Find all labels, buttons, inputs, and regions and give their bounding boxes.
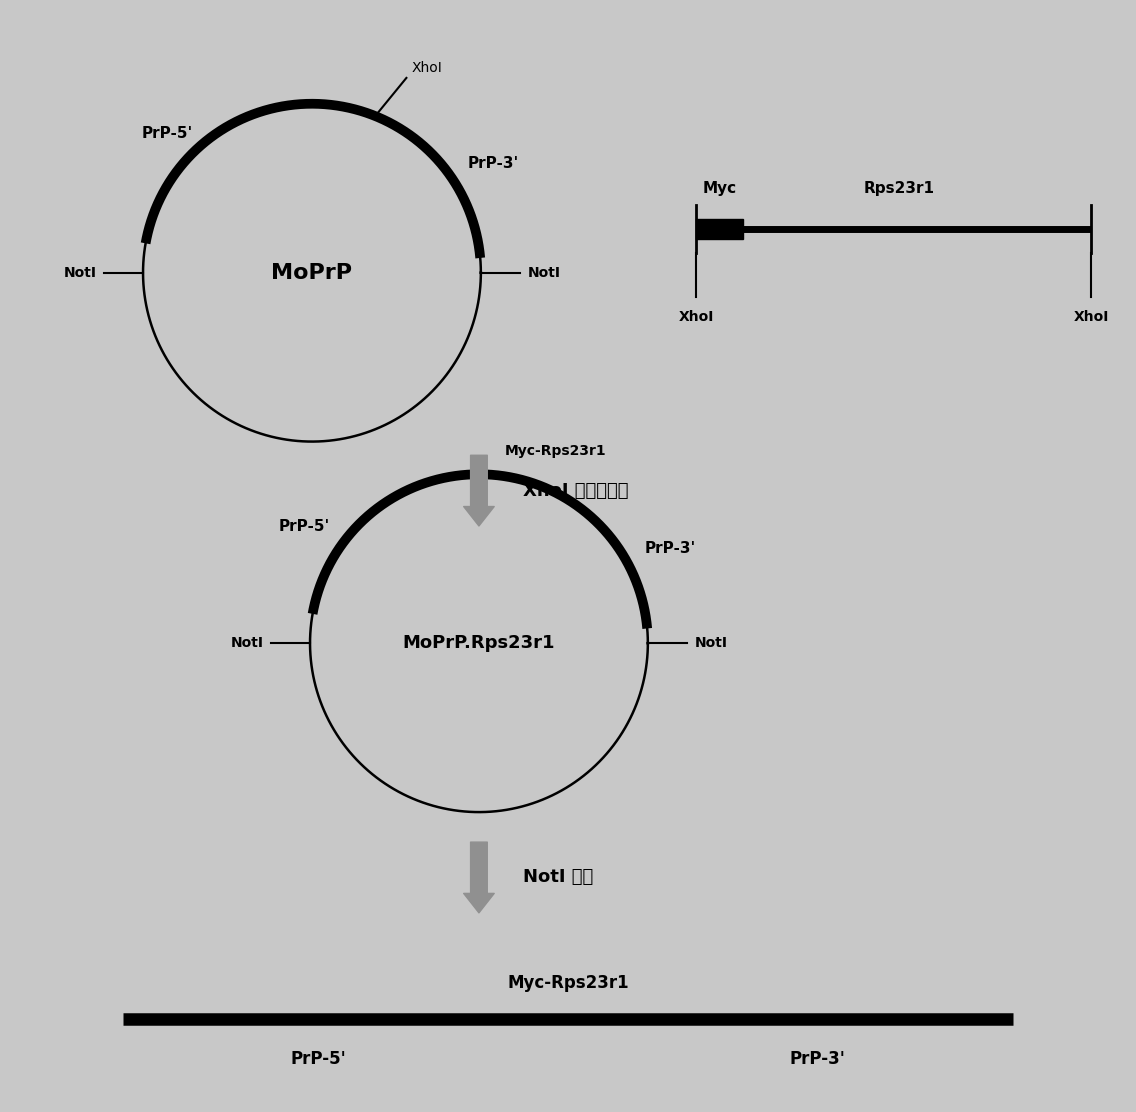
Text: PrP-5': PrP-5': [278, 519, 331, 534]
Text: Myc-Rps23r1: Myc-Rps23r1: [507, 974, 629, 992]
Text: XhoI: XhoI: [412, 61, 443, 75]
Text: Myc: Myc: [702, 181, 736, 197]
Text: MoPrP.Rps23r1: MoPrP.Rps23r1: [402, 634, 556, 652]
Text: PrP-3': PrP-3': [644, 540, 695, 556]
Text: NotI: NotI: [694, 636, 728, 651]
Text: NotI: NotI: [64, 266, 97, 279]
Text: PrP-3': PrP-3': [467, 156, 518, 171]
FancyArrowPatch shape: [463, 842, 494, 913]
Text: Myc-Rps23r1: Myc-Rps23r1: [504, 444, 605, 458]
Text: PrP-5': PrP-5': [291, 1050, 346, 1068]
Text: XhoI: XhoI: [1074, 310, 1109, 324]
Text: NotI: NotI: [231, 636, 264, 651]
Text: NotI: NotI: [527, 266, 561, 279]
Text: NotI 酶切: NotI 酶切: [524, 868, 594, 886]
Text: Rps23r1: Rps23r1: [864, 181, 935, 197]
Text: MoPrP: MoPrP: [272, 262, 352, 282]
Text: PrP-5': PrP-5': [142, 127, 193, 141]
Text: PrP-3': PrP-3': [790, 1050, 845, 1068]
Text: XhoI 酶切，连接: XhoI 酶切，连接: [524, 481, 629, 499]
Text: XhoI: XhoI: [678, 310, 713, 324]
Bar: [696, 219, 743, 239]
FancyArrowPatch shape: [463, 455, 494, 526]
